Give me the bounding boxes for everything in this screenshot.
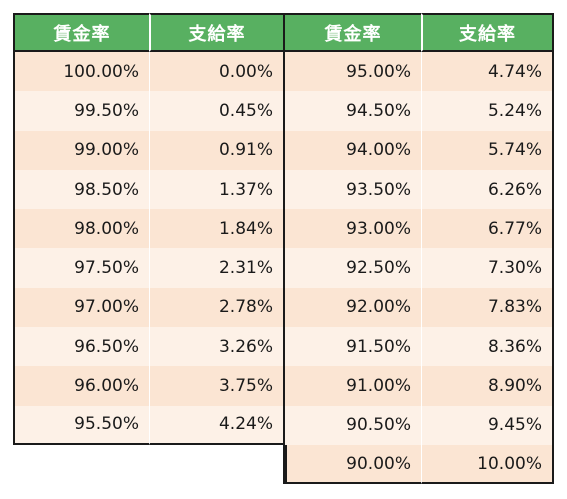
wage-rate-cell-left — [13, 444, 149, 485]
payment-rate-cell-right: 5.24% — [421, 91, 554, 131]
payment-rate-cell-left — [149, 444, 285, 485]
wage-rate-cell-left: 99.00% — [13, 130, 149, 170]
payment-rate-cell-left: 2.78% — [149, 287, 285, 328]
payment-rate-cell-left: 0.91% — [149, 130, 285, 170]
wage-rate-cell-left: 99.50% — [13, 91, 149, 131]
payment-rate-cell-left: 2.31% — [149, 248, 285, 288]
wage-rate-cell-left: 97.00% — [13, 287, 149, 328]
wage-rate-cell-left: 98.50% — [13, 169, 149, 210]
header-payment-rate-left: 支給率 — [149, 13, 285, 52]
header-payment-rate-right: 支給率 — [421, 13, 554, 52]
payment-rate-cell-right: 4.74% — [421, 52, 554, 92]
wage-rate-cell-left: 96.00% — [13, 366, 149, 406]
payment-rate-cell-left: 4.24% — [149, 405, 285, 445]
wage-rate-cell-left: 97.50% — [13, 248, 149, 288]
payment-rate-cell-left: 3.75% — [149, 366, 285, 406]
header-wage-rate-right: 賃金率 — [285, 13, 421, 52]
wage-rate-cell-right: 95.00% — [285, 52, 421, 92]
payment-rate-cell-right: 7.30% — [421, 248, 554, 288]
payment-rate-cell-right: 8.90% — [421, 366, 554, 406]
payment-rate-cell-right: 10.00% — [421, 444, 554, 485]
wage-rate-cell-right: 91.00% — [285, 366, 421, 406]
payment-rate-cell-right: 6.77% — [421, 209, 554, 249]
wage-rate-cell-right: 94.50% — [285, 91, 421, 131]
rate-table: 賃金率 支給率 賃金率 支給率 100.00% 0.00% 95.00% 4.74% 9… — [13, 13, 554, 485]
payment-rate-cell-right: 9.45% — [421, 405, 554, 445]
wage-rate-cell-left: 100.00% — [13, 52, 149, 92]
payment-rate-cell-right: 8.36% — [421, 327, 554, 367]
payment-rate-cell-right: 7.83% — [421, 287, 554, 328]
wage-rate-cell-left: 96.50% — [13, 327, 149, 367]
wage-rate-cell-left: 95.50% — [13, 405, 149, 445]
rate-table-grid: 賃金率 支給率 賃金率 支給率 100.00% 0.00% 95.00% 4.74% 9… — [13, 13, 554, 485]
wage-rate-cell-right: 91.50% — [285, 327, 421, 367]
payment-rate-cell-right: 6.26% — [421, 169, 554, 210]
wage-rate-cell-right: 90.00% — [285, 444, 421, 485]
wage-rate-cell-right: 92.00% — [285, 287, 421, 328]
payment-rate-cell-left: 1.84% — [149, 209, 285, 249]
payment-rate-cell-left: 0.00% — [149, 52, 285, 92]
payment-rate-cell-left: 1.37% — [149, 169, 285, 210]
wage-rate-cell-right: 92.50% — [285, 248, 421, 288]
wage-rate-cell-right: 93.00% — [285, 209, 421, 249]
wage-rate-cell-right: 90.50% — [285, 405, 421, 445]
wage-rate-cell-left: 98.00% — [13, 209, 149, 249]
payment-rate-cell-right: 5.74% — [421, 130, 554, 170]
header-wage-rate-left: 賃金率 — [13, 13, 149, 52]
wage-rate-cell-right: 94.00% — [285, 130, 421, 170]
payment-rate-cell-left: 0.45% — [149, 91, 285, 131]
payment-rate-cell-left: 3.26% — [149, 327, 285, 367]
wage-rate-cell-right: 93.50% — [285, 169, 421, 210]
